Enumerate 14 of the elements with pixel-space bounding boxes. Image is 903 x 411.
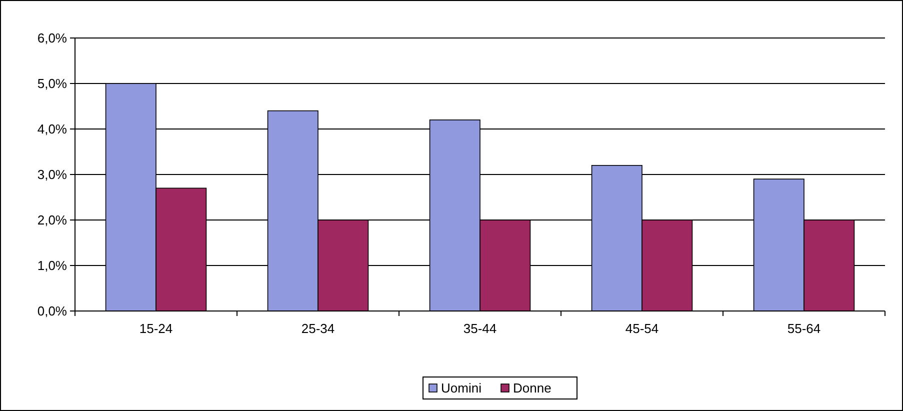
x-tick-label: 35-44 [463, 321, 497, 336]
y-tick-label: 6,0% [37, 30, 68, 46]
legend-label: Uomini [441, 380, 482, 396]
y-tick-label: 1,0% [37, 258, 68, 274]
y-tick-label: 0,0% [37, 304, 68, 319]
legend-label: Donne [513, 380, 552, 396]
y-tick-label: 3,0% [37, 167, 68, 182]
y-tick-label: 4,0% [37, 122, 68, 137]
y-tick-label: 5,0% [37, 76, 68, 92]
x-tick-label: 15-24 [139, 321, 173, 336]
x-tick-label: 45-54 [625, 321, 659, 336]
x-tick-label: 25-34 [301, 321, 335, 336]
x-tick-label: 55-64 [787, 321, 821, 336]
y-tick-label: 2,0% [37, 212, 68, 228]
